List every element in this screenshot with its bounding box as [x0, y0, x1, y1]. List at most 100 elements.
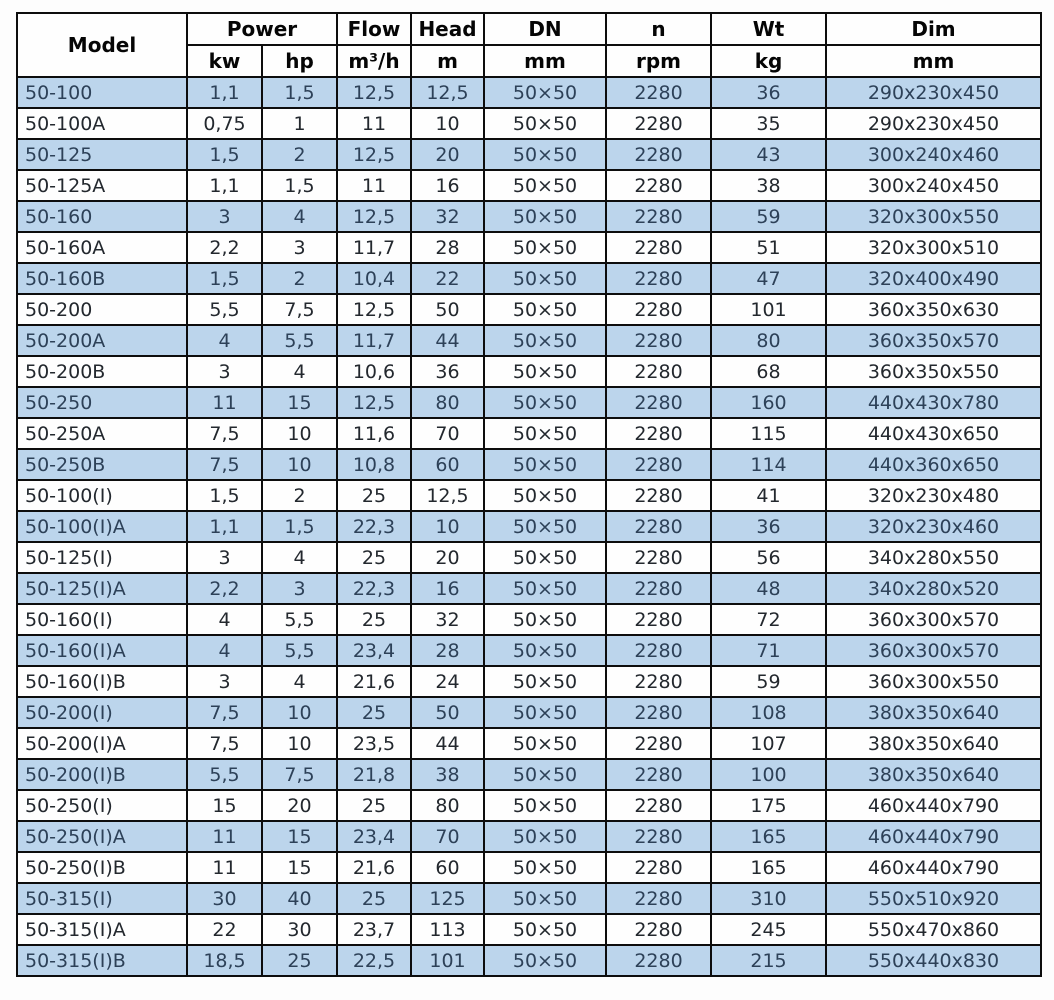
table-cell: 25: [336, 882, 412, 915]
table-cell: 22,3: [336, 510, 412, 543]
model-cell: 50-125: [16, 138, 188, 171]
pump-spec-table: Model Power Flow Head DN n Wt Dim kw hp …: [16, 12, 1042, 977]
table-cell: 50×50: [483, 727, 607, 760]
table-cell: 360x350x550: [825, 355, 1042, 388]
table-cell: 80: [410, 789, 485, 822]
table-cell: 2280: [605, 262, 712, 295]
table-cell: 50×50: [483, 169, 607, 202]
table-cell: 22: [186, 913, 263, 946]
table-row: 50-100(I) 1,5 2 25 12,5 50×50 2280 41 320x230x48…: [16, 479, 1042, 512]
table-cell: 4: [261, 355, 338, 388]
table-row: 50-200 5,5 7,5 12,5 50 50×50 2280 101 360x350x63…: [16, 293, 1042, 326]
table-row: 50-200(I)B 5,5 7,5 21,8 38 50×50 2280 100 380x35…: [16, 758, 1042, 791]
table-cell: 32: [410, 603, 485, 636]
table-row: 50-125(I)A 2,2 3 22,3 16 50×50 2280 48 340x280x5…: [16, 572, 1042, 605]
table-cell: 41: [710, 479, 827, 512]
table-row: 50-160B 1,5 2 10,4 22 50×50 2280 47 320x400x490: [16, 262, 1042, 295]
table-cell: 32: [410, 200, 485, 233]
table-cell: 28: [410, 634, 485, 667]
table-cell: 4: [261, 200, 338, 233]
table-cell: 360x300x570: [825, 603, 1042, 636]
table-cell: 2280: [605, 820, 712, 853]
table-cell: 360x300x570: [825, 634, 1042, 667]
unit-header-kw: kw: [186, 44, 263, 78]
col-header-power: Power: [186, 12, 338, 46]
table-cell: 10: [410, 107, 485, 140]
table-cell: 2280: [605, 603, 712, 636]
table-cell: 380x350x640: [825, 727, 1042, 760]
table-row: 50-250B 7,5 10 10,8 60 50×50 2280 114 440x360x65…: [16, 448, 1042, 481]
table-cell: 1,5: [186, 262, 263, 295]
table-cell: 50×50: [483, 572, 607, 605]
table-cell: 175: [710, 789, 827, 822]
table-cell: 59: [710, 665, 827, 698]
model-cell: 50-200(I): [16, 696, 188, 729]
table-cell: 2280: [605, 231, 712, 264]
table-cell: 16: [410, 169, 485, 202]
table-cell: 50×50: [483, 603, 607, 636]
table-cell: 80: [710, 324, 827, 357]
model-cell: 50-160: [16, 200, 188, 233]
table-cell: 2280: [605, 944, 712, 977]
col-header-head: Head: [410, 12, 485, 46]
table-cell: 3: [186, 541, 263, 574]
table-cell: 11: [186, 386, 263, 419]
table-cell: 5,5: [186, 758, 263, 791]
table-cell: 1: [261, 107, 338, 140]
table-cell: 11,7: [336, 231, 412, 264]
table-cell: 2280: [605, 851, 712, 884]
table-cell: 50×50: [483, 944, 607, 977]
table-cell: 360x350x630: [825, 293, 1042, 326]
model-cell: 50-200: [16, 293, 188, 326]
table-cell: 12,5: [410, 76, 485, 109]
table-cell: 7,5: [261, 758, 338, 791]
table-cell: 550x470x860: [825, 913, 1042, 946]
table-cell: 4: [261, 541, 338, 574]
table-row: 50-125(I) 3 4 25 20 50×50 2280 56 340x280x550: [16, 541, 1042, 574]
table-cell: 290x230x450: [825, 107, 1042, 140]
table-cell: 21,6: [336, 851, 412, 884]
table-cell: 70: [410, 820, 485, 853]
table-cell: 50×50: [483, 107, 607, 140]
table-cell: 1,5: [261, 510, 338, 543]
table-cell: 340x280x550: [825, 541, 1042, 574]
table-cell: 2: [261, 479, 338, 512]
table-cell: 380x350x640: [825, 758, 1042, 791]
table-cell: 50×50: [483, 231, 607, 264]
table-cell: 20: [410, 541, 485, 574]
table-cell: 2280: [605, 386, 712, 419]
header-row-units: kw hp m³/h m mm rpm kg mm: [17, 44, 1042, 78]
table-cell: 50×50: [483, 200, 607, 233]
table-row: 50-200A 4 5,5 11,7 44 50×50 2280 80 360x350x570: [16, 324, 1042, 357]
table-row: 50-160(I)A 4 5,5 23,4 28 50×50 2280 71 360x300x5…: [16, 634, 1042, 667]
table-cell: 12,5: [336, 200, 412, 233]
table-cell: 15: [261, 851, 338, 884]
table-cell: 2280: [605, 107, 712, 140]
unit-header-head: m: [410, 44, 485, 78]
spec-table-body: 50-100 1,1 1,5 12,5 12,5 50×50 2280 36 290x230x4…: [16, 76, 1042, 977]
model-cell: 50-125(I): [16, 541, 188, 574]
table-row: 50-200B 3 4 10,6 36 50×50 2280 68 360x350x550: [16, 355, 1042, 388]
table-cell: 11: [336, 169, 412, 202]
table-cell: 15: [186, 789, 263, 822]
table-cell: 50×50: [483, 355, 607, 388]
table-cell: 71: [710, 634, 827, 667]
model-cell: 50-315(I)A: [16, 913, 188, 946]
table-cell: 59: [710, 200, 827, 233]
table-cell: 12,5: [336, 138, 412, 171]
table-cell: 460x440x790: [825, 789, 1042, 822]
table-cell: 2280: [605, 293, 712, 326]
table-cell: 48: [710, 572, 827, 605]
table-cell: 15: [261, 820, 338, 853]
table-cell: 3: [186, 355, 263, 388]
table-cell: 2280: [605, 789, 712, 822]
model-cell: 50-250A: [16, 417, 188, 450]
table-cell: 30: [261, 913, 338, 946]
table-cell: 2280: [605, 76, 712, 109]
table-cell: 290x230x450: [825, 76, 1042, 109]
table-cell: 7,5: [186, 448, 263, 481]
table-cell: 70: [410, 417, 485, 450]
table-cell: 1,1: [186, 76, 263, 109]
col-header-dn: DN: [483, 12, 607, 46]
